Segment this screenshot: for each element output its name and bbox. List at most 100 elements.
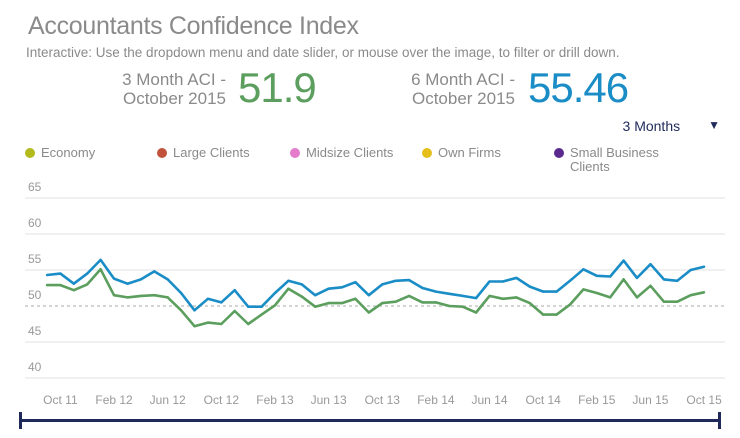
legend-item-economy[interactable]: Economy: [25, 146, 95, 160]
data-point: [622, 259, 625, 262]
data-point: [381, 301, 384, 305]
y-tick-label: 60: [28, 216, 42, 230]
data-point: [515, 296, 518, 299]
data-point: [99, 258, 102, 262]
data-point: [662, 300, 666, 303]
y-tick-label: 40: [28, 360, 42, 374]
kpi-6month-label-line1: 6 Month ACI -: [411, 70, 515, 89]
subtitle: Interactive: Use the dropdown menu and d…: [26, 45, 620, 60]
data-point: [568, 279, 572, 282]
y-tick-label: 45: [28, 324, 42, 338]
data-point: [515, 276, 518, 280]
data-point: [193, 324, 196, 328]
data-point: [474, 311, 478, 314]
data-point: [541, 290, 545, 293]
data-point: [206, 297, 210, 300]
data-point: [166, 278, 169, 281]
data-point: [153, 270, 156, 273]
data-point: [287, 279, 290, 282]
legend-label: Own Firms: [438, 145, 501, 160]
data-point: [220, 301, 223, 304]
data-point: [582, 268, 585, 271]
period-dropdown[interactable]: 3 Months ▼: [623, 118, 720, 134]
data-point: [354, 281, 357, 284]
date-slider-track[interactable]: [20, 419, 720, 422]
x-tick-label: Oct 13: [365, 393, 401, 407]
data-point: [595, 291, 599, 295]
data-point: [488, 294, 491, 298]
legend-dot-icon: [554, 148, 564, 158]
data-point: [689, 294, 692, 297]
x-tick-label: Feb 15: [578, 393, 616, 407]
data-point: [193, 309, 196, 312]
data-point: [421, 301, 424, 304]
data-point: [649, 263, 652, 266]
data-point: [501, 297, 505, 300]
data-point: [260, 313, 263, 316]
data-point: [220, 322, 223, 326]
data-point: [555, 290, 558, 293]
data-point: [367, 311, 371, 314]
data-point: [126, 282, 129, 285]
kpi-3month-label-line1: 3 Month ACI -: [122, 70, 226, 89]
data-point: [153, 294, 156, 297]
x-tick-label: Oct 12: [204, 393, 240, 407]
legend-item-own-firms[interactable]: Own Firms: [422, 146, 501, 160]
data-point: [287, 287, 290, 290]
data-point: [434, 301, 438, 304]
data-point: [448, 304, 451, 308]
data-point: [689, 268, 692, 272]
data-point: [354, 297, 357, 300]
data-point: [246, 322, 250, 326]
data-point: [314, 305, 317, 308]
date-slider-start-handle[interactable]: [19, 412, 22, 429]
data-point: [139, 294, 143, 298]
data-point: [340, 286, 344, 289]
y-tick-label: 55: [28, 252, 42, 266]
legend-dot-icon: [422, 148, 432, 158]
data-point: [260, 305, 263, 308]
data-point: [609, 296, 612, 299]
data-point: [461, 305, 464, 308]
data-point: [421, 286, 424, 290]
legend-label: Midsize Clients: [306, 145, 394, 160]
data-point: [59, 272, 62, 275]
data-point: [340, 301, 344, 305]
data-point: [501, 280, 505, 283]
date-slider-end-handle[interactable]: [718, 412, 721, 429]
data-point: [233, 288, 236, 292]
data-point: [394, 279, 397, 282]
data-point: [327, 301, 330, 305]
legend-item-midsize-clients[interactable]: Midsize Clients: [290, 146, 393, 160]
legend-item-large-clients[interactable]: Large Clients: [157, 146, 250, 160]
x-tick-label: Feb 12: [95, 393, 133, 407]
legend-item-small-business-clients[interactable]: Small Business Clients: [554, 146, 674, 174]
data-point: [635, 276, 639, 280]
data-point: [528, 285, 531, 288]
legend-dot-icon: [25, 148, 35, 158]
data-point: [394, 300, 397, 303]
data-point: [582, 288, 585, 291]
data-point: [126, 296, 129, 299]
data-point: [45, 273, 49, 277]
kpi-6month-label: 6 Month ACI - October 2015: [385, 70, 515, 108]
data-point: [59, 283, 62, 287]
data-point: [45, 283, 49, 287]
kpi-3month-label: 3 Month ACI - October 2015: [96, 70, 226, 108]
data-point: [622, 278, 625, 281]
kpi-3month-label-line2: October 2015: [122, 89, 226, 108]
data-point: [86, 283, 89, 286]
data-point: [541, 313, 545, 316]
x-tick-label: Jun 13: [311, 393, 347, 407]
data-point: [702, 291, 706, 294]
x-tick-label: Jun 14: [472, 393, 508, 407]
data-point: [488, 280, 491, 283]
y-tick-label: 65: [28, 180, 42, 194]
data-point: [649, 284, 652, 288]
legend-dot-icon: [157, 148, 167, 158]
data-point: [702, 265, 706, 268]
data-point: [314, 294, 317, 297]
data-point: [474, 296, 478, 300]
page-title: Accountants Confidence Index: [28, 12, 359, 40]
